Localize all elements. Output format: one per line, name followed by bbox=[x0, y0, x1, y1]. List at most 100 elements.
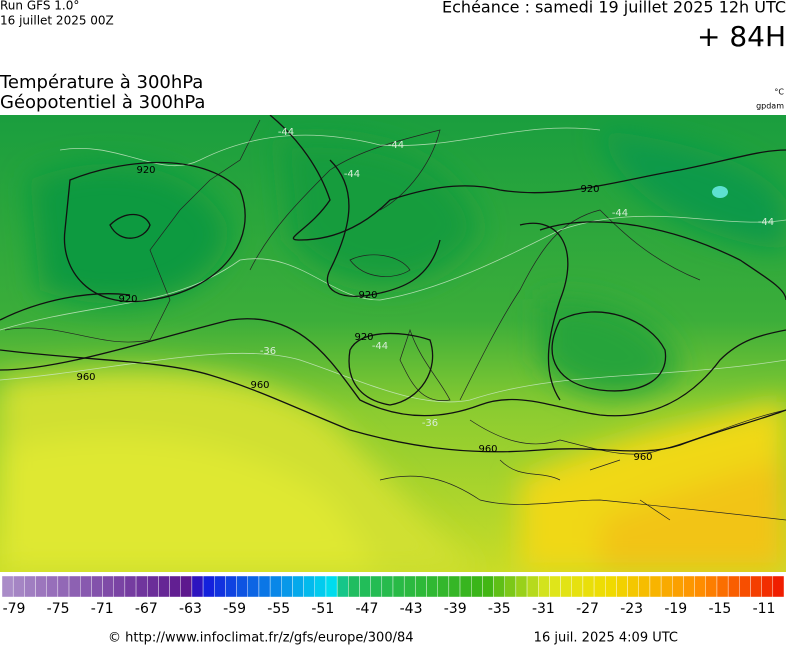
colorbar-label: -71 bbox=[91, 601, 114, 617]
colorbar-label: -31 bbox=[532, 601, 555, 617]
colorbar-cell bbox=[381, 575, 394, 598]
valid-time: Echéance : samedi 19 juillet 2025 12h UT… bbox=[442, 0, 786, 17]
contour-label: 960 bbox=[478, 444, 497, 455]
colorbar-cell bbox=[627, 575, 639, 598]
colorbar-label: -67 bbox=[135, 601, 158, 617]
colorbar-cell bbox=[124, 575, 137, 598]
colorbar-cell bbox=[24, 575, 36, 598]
colorbar-label: -55 bbox=[267, 601, 290, 617]
unit-geopotential: gpdam bbox=[756, 102, 784, 111]
geopotential-isolines bbox=[0, 115, 786, 453]
colorbar-cell bbox=[325, 575, 338, 598]
colorbar-cell bbox=[426, 575, 438, 598]
contour-label: -36 bbox=[422, 418, 438, 429]
generated-time: 16 juil. 2025 4:09 UTC bbox=[534, 631, 678, 646]
coastlines bbox=[4, 119, 786, 521]
colorbar-cell bbox=[91, 575, 103, 598]
colorbar-cell bbox=[46, 575, 59, 598]
colorbar-cell bbox=[727, 575, 740, 598]
colorbar-cell bbox=[683, 575, 695, 598]
colorbar-cell bbox=[694, 575, 707, 598]
colorbar-cell bbox=[269, 575, 282, 598]
lead-time: + 84H bbox=[697, 20, 786, 53]
colorbar-cell bbox=[616, 575, 628, 598]
source-url: © http://www.infoclimat.fr/z/gfs/europe/… bbox=[108, 631, 414, 646]
contour-label: -44 bbox=[278, 127, 294, 138]
colorbar-cell bbox=[672, 575, 684, 598]
contour-label: -44 bbox=[344, 169, 360, 180]
colorbar: -79 -75 -71 -67 -63 -59 -55 -51 -47 -43 -39 -35 -31 -… bbox=[1, 575, 785, 617]
colorbar-cell bbox=[605, 575, 617, 598]
colorbar-cell bbox=[437, 575, 450, 598]
temperature-isolines bbox=[0, 127, 786, 403]
contour-label: -44 bbox=[372, 341, 388, 352]
colorbar-cell bbox=[68, 575, 81, 598]
colorbar-cell bbox=[526, 575, 539, 598]
colorbar-cell bbox=[113, 575, 126, 598]
colorbar-cell bbox=[57, 575, 70, 598]
unit-temperature: °C bbox=[774, 88, 784, 97]
contour-labels: 920 920 920 920 920 960 960 960 960 -44 -44 -44 -44 -… bbox=[76, 127, 774, 463]
colorbar-cell bbox=[12, 575, 25, 598]
run-date: 16 juillet 2025 00Z bbox=[0, 14, 114, 28]
contour-label: 960 bbox=[250, 380, 269, 391]
colorbar-cell bbox=[236, 575, 248, 598]
colorbar-cell bbox=[761, 575, 774, 598]
colorbar-label: -47 bbox=[356, 601, 379, 617]
colorbar-label: -27 bbox=[576, 601, 599, 617]
colorbar-cell bbox=[504, 575, 517, 598]
colorbar-cell bbox=[593, 575, 606, 598]
colorbar-cell bbox=[79, 575, 92, 598]
cold-spot bbox=[712, 186, 728, 198]
colorbar-cell bbox=[135, 575, 148, 598]
colorbar-label: -75 bbox=[47, 601, 70, 617]
colorbar-cell bbox=[281, 575, 293, 598]
colorbar-cell bbox=[158, 575, 170, 598]
colorbar-cell bbox=[191, 575, 204, 598]
colorbar-cell bbox=[247, 575, 260, 598]
colorbar-cell bbox=[102, 575, 114, 598]
colorbar-cell bbox=[370, 575, 383, 598]
colorbar-cell bbox=[403, 575, 416, 598]
colorbar-label: -63 bbox=[179, 601, 202, 617]
colorbar-cell bbox=[35, 575, 47, 598]
colorbar-cell bbox=[169, 575, 181, 598]
colorbar-label: -35 bbox=[488, 601, 511, 617]
colorbar-cell bbox=[180, 575, 193, 598]
colorbar-cell bbox=[482, 575, 494, 598]
colorbar-cell bbox=[515, 575, 528, 598]
colorbar-label: -19 bbox=[664, 601, 687, 617]
colorbar-cell bbox=[1, 575, 14, 598]
colorbar-cell bbox=[448, 575, 461, 598]
contour-label: -36 bbox=[260, 346, 276, 357]
colorbar-cell bbox=[493, 575, 505, 598]
colorbar-cell bbox=[638, 575, 651, 598]
colorbar-cell bbox=[147, 575, 159, 598]
colorbar-cell bbox=[660, 575, 673, 598]
colorbar-cell bbox=[571, 575, 584, 598]
colorbar-cell bbox=[538, 575, 550, 598]
colorbar-label: -59 bbox=[223, 601, 246, 617]
colorbar-cell bbox=[303, 575, 315, 598]
colorbar-cell bbox=[739, 575, 751, 598]
contour-label: 920 bbox=[118, 294, 137, 305]
colorbar-label: -15 bbox=[708, 601, 731, 617]
colorbar-label: -11 bbox=[753, 601, 776, 617]
contour-label: -44 bbox=[612, 208, 628, 219]
colorbar-cell bbox=[459, 575, 472, 598]
colorbar-cell bbox=[415, 575, 427, 598]
contour-label: 920 bbox=[354, 332, 373, 343]
colorbar-cell bbox=[705, 575, 718, 598]
contour-label: 920 bbox=[136, 165, 155, 176]
contour-label: 920 bbox=[358, 290, 377, 301]
colorbar-cell bbox=[348, 575, 360, 598]
contour-label: 960 bbox=[633, 452, 652, 463]
colorbar-label: -79 bbox=[3, 601, 26, 617]
colorbar-cell bbox=[258, 575, 271, 598]
colorbar-cell bbox=[214, 575, 226, 598]
colorbar-label: -23 bbox=[620, 601, 643, 617]
colorbar-cell bbox=[471, 575, 483, 598]
colorbar-cell bbox=[225, 575, 237, 598]
contour-label: 960 bbox=[76, 372, 95, 383]
